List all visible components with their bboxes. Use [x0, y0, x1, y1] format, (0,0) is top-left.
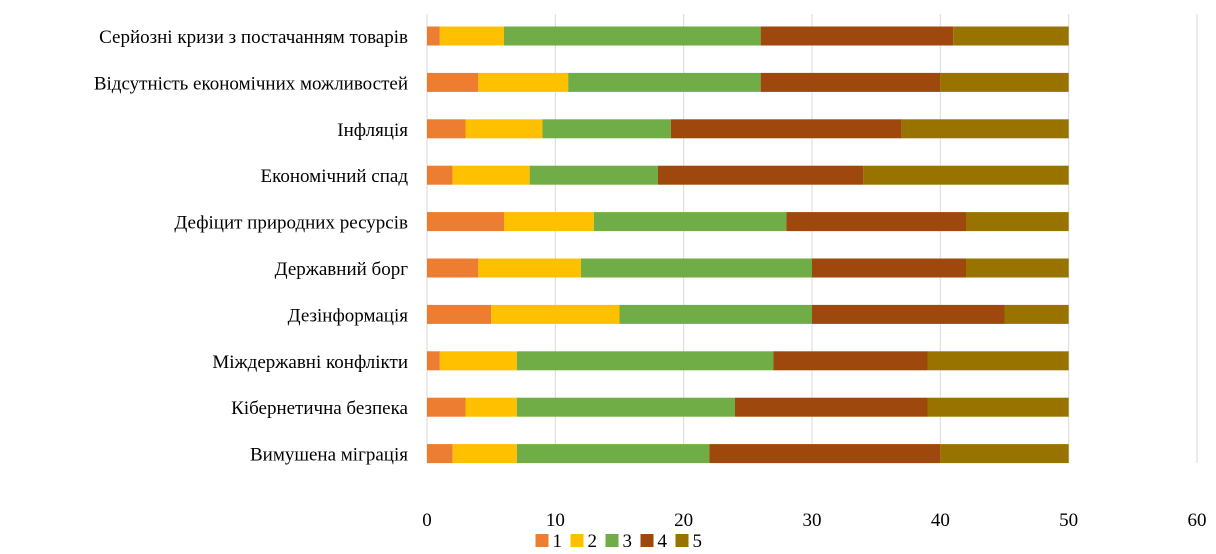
x-tick-label: 30: [803, 510, 822, 531]
bar-segment-series-1: [427, 119, 466, 139]
bar-segment-series-1: [427, 444, 453, 464]
legend: 1 2 3 4 5: [535, 531, 703, 552]
bar-segment-series-1: [427, 212, 504, 232]
bar-segment-series-2: [465, 119, 543, 139]
bar-segment-series-5: [940, 72, 1069, 92]
category-label: Вимушена міграція: [250, 445, 408, 466]
bar-segment-series-4: [773, 351, 928, 371]
legend-item: 3: [605, 531, 633, 552]
x-axis-tick-labels: 0 10 20 30 40 50 60: [422, 510, 1206, 531]
legend-item: 1: [535, 531, 563, 552]
bar-segment-series-5: [966, 212, 1069, 232]
bar-segment-series-2: [465, 397, 517, 417]
legend-label: 1: [553, 531, 563, 552]
bar-segment-series-5: [863, 165, 1069, 185]
x-tick-label: 60: [1188, 510, 1207, 531]
bar-segment-series-4: [709, 444, 941, 464]
bar-segment-series-2: [504, 212, 594, 232]
category-label: Дезінформація: [288, 305, 409, 326]
bar-segment-series-4: [812, 304, 1005, 324]
bar-segment-series-3: [516, 351, 774, 371]
bar-segment-series-5: [966, 258, 1069, 278]
bar-segment-series-5: [1004, 304, 1069, 324]
category-label: Відсутність економічних можливостей: [94, 73, 408, 94]
category-label: Кібернетична безпека: [231, 398, 408, 419]
bar-segment-series-3: [529, 165, 658, 185]
bar-segment-series-5: [940, 444, 1069, 464]
category-labels: Серйозні кризи з постачанням товарів Відс…: [94, 27, 409, 466]
bar-segment-series-2: [478, 72, 569, 92]
bar-segment-series-3: [504, 26, 761, 46]
bar-segment-series-4: [786, 212, 966, 232]
bar-segments: [427, 26, 1069, 464]
bar-segment-series-1: [427, 351, 440, 371]
x-tick-label: 20: [674, 510, 693, 531]
bar-segment-series-3: [542, 119, 671, 139]
legend-label: 5: [693, 531, 703, 552]
bar-segment-series-3: [516, 444, 710, 464]
bar-segment-series-3: [568, 72, 761, 92]
x-tick-label: 50: [1059, 510, 1078, 531]
bar-segment-series-4: [670, 119, 902, 139]
legend-swatch: [605, 534, 619, 547]
bar-segment-series-1: [427, 258, 479, 278]
legend-swatch: [570, 534, 584, 547]
category-label: Дефіцит природних ресурсів: [174, 213, 408, 234]
bar-segment-series-3: [593, 212, 787, 232]
bar-segment-series-1: [427, 304, 492, 324]
category-label: Державний борг: [275, 259, 409, 280]
legend-item: 4: [640, 531, 668, 552]
bar-segment-series-2: [452, 165, 530, 185]
bar-segment-series-5: [927, 351, 1069, 371]
legend-label: 4: [658, 531, 668, 552]
x-tick-label: 0: [422, 510, 432, 531]
x-tick-label: 10: [546, 510, 565, 531]
bar-segment-series-4: [760, 26, 954, 46]
bar-segment-series-2: [439, 351, 517, 371]
bar-segment-series-2: [452, 444, 517, 464]
bar-segment-series-5: [901, 119, 1069, 139]
legend-swatch: [535, 534, 549, 547]
bar-segment-series-5: [927, 397, 1069, 417]
x-tick-label: 40: [931, 510, 950, 531]
legend-swatch: [675, 534, 689, 547]
bar-segment-series-3: [581, 258, 812, 278]
legend-swatch: [640, 534, 654, 547]
legend-label: 3: [623, 531, 633, 552]
category-label: Міждержавні конфлікти: [212, 352, 408, 373]
bar-segment-series-4: [735, 397, 928, 417]
category-label: Економічний спад: [261, 166, 409, 187]
category-label: Серйозні кризи з постачанням товарів: [99, 27, 408, 48]
bar-segment-series-2: [491, 304, 620, 324]
legend-label: 2: [588, 531, 598, 552]
legend-item: 5: [675, 531, 703, 552]
bar-segment-series-4: [812, 258, 966, 278]
bar-segment-series-1: [427, 72, 479, 92]
bar-segment-series-1: [427, 165, 453, 185]
legend-item: 2: [570, 531, 598, 552]
bar-segment-series-2: [478, 258, 581, 278]
bar-segment-series-1: [427, 397, 466, 417]
bar-segment-series-4: [760, 72, 941, 92]
bar-segment-series-3: [516, 397, 735, 417]
bar-segment-series-4: [658, 165, 864, 185]
bar-segment-series-5: [953, 26, 1069, 46]
category-label: Інфляція: [337, 120, 408, 141]
bar-segment-series-3: [619, 304, 812, 324]
bar-segment-series-1: [427, 26, 440, 46]
bar-segment-series-2: [439, 26, 504, 46]
